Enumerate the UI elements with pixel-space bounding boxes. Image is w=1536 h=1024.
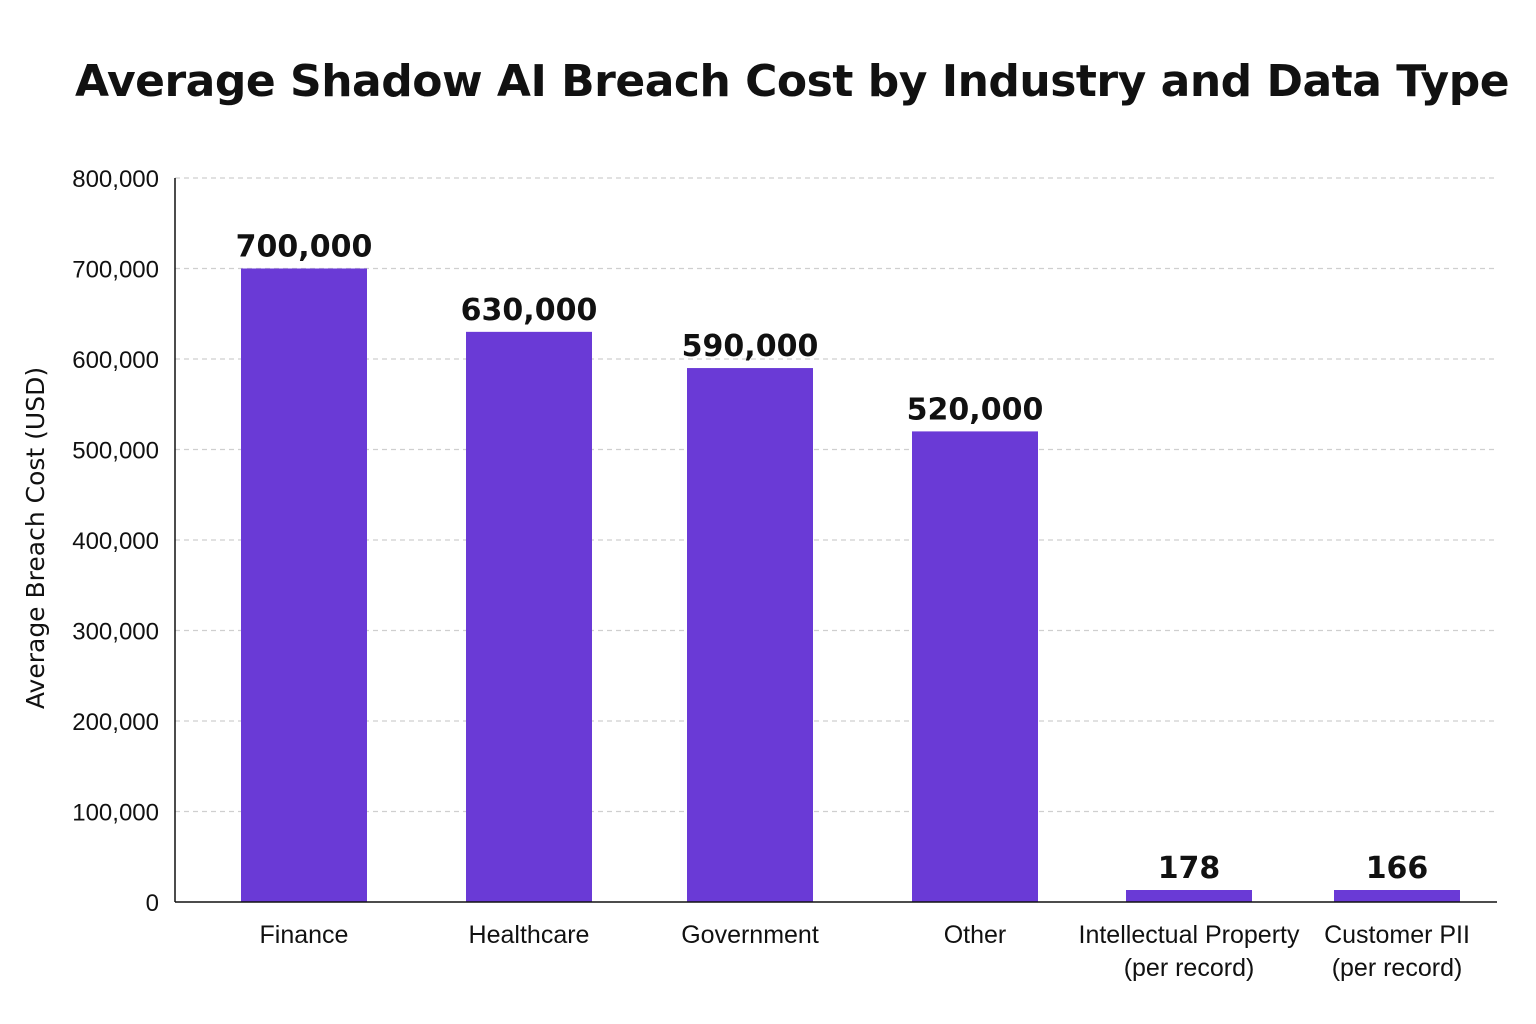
y-tick-label: 600,000 [72, 347, 159, 374]
category-label: (per record) [1124, 954, 1255, 982]
category-label: Other [944, 921, 1007, 949]
y-tick-label: 200,000 [72, 709, 159, 736]
gridlines [175, 177, 1497, 813]
data-label: 700,000 [236, 230, 373, 265]
category-label: Government [681, 921, 819, 949]
data-label: 630,000 [461, 293, 598, 328]
category-label: Finance [260, 921, 349, 949]
bar [687, 368, 813, 902]
data-label: 178 [1158, 851, 1221, 886]
y-tick-label: 700,000 [72, 257, 159, 284]
bar [1334, 890, 1460, 902]
data-label: 520,000 [907, 392, 1044, 427]
y-tick-label: 0 [146, 890, 159, 917]
y-tick-label: 300,000 [72, 619, 159, 646]
chart-title: Average Shadow AI Breach Cost by Industr… [74, 56, 1510, 107]
y-tick-labels: 0 100,000 200,000 300,000 400,000 500,000 600,… [72, 166, 159, 917]
y-axis-label: Average Breach Cost (USD) [21, 367, 50, 709]
y-tick-label: 800,000 [72, 166, 159, 193]
bar [912, 431, 1038, 902]
bars [241, 268, 1460, 903]
category-label: Healthcare [469, 921, 590, 949]
data-labels: 700,000 630,000 590,000 520,000 178 166 [236, 230, 1429, 887]
data-label: 590,000 [682, 329, 819, 364]
y-tick-label: 100,000 [72, 800, 159, 827]
bar [241, 268, 367, 902]
bar [466, 331, 592, 903]
y-tick-label: 500,000 [72, 438, 159, 465]
bar [1126, 890, 1252, 902]
category-label: Customer PII [1324, 921, 1470, 949]
y-tick-label: 400,000 [72, 528, 159, 555]
category-labels: Finance Healthcare Government Other Intellec… [260, 921, 1470, 982]
data-label: 166 [1366, 851, 1429, 886]
category-label: (per record) [1332, 954, 1463, 982]
axes [174, 178, 1497, 903]
category-label: Intellectual Property [1079, 921, 1300, 949]
